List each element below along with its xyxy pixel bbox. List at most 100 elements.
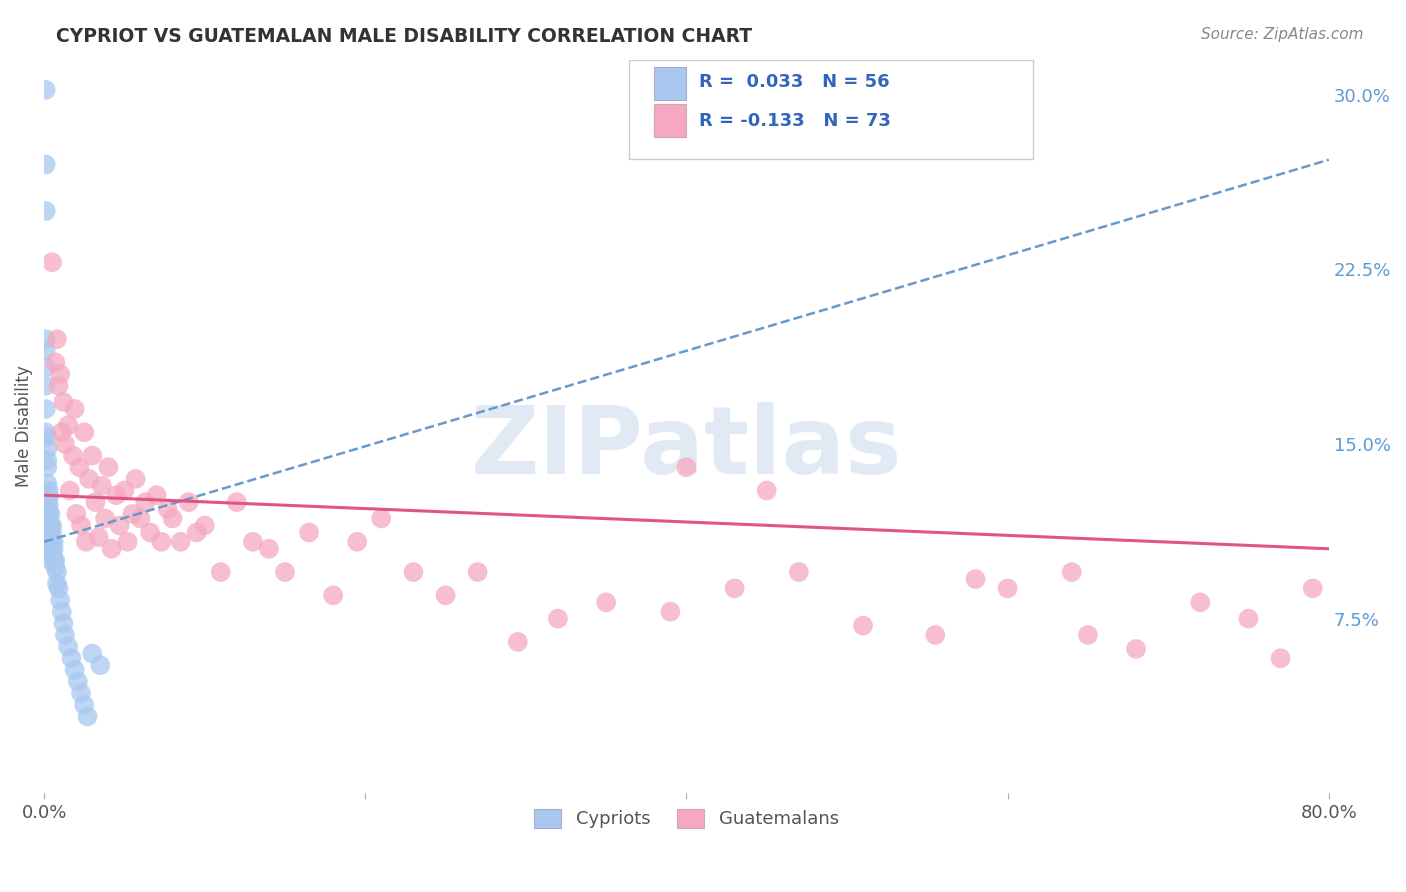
Point [675,460,697,475]
Point [70,518,93,533]
Point [186,525,208,540]
Point [42,541,65,556]
Text: R = -0.133   N = 73: R = -0.133 N = 73 [699,112,891,129]
Point [41,525,63,540]
Point [58,418,80,433]
Point [73,425,96,440]
Point [1189,595,1212,609]
Point [41,255,63,269]
Point [60,651,83,665]
Point [70,686,93,700]
Point [38,521,60,535]
Point [38,498,60,512]
Point [37,430,59,444]
Point [595,595,617,609]
Point [35,157,58,171]
Point [117,534,139,549]
Point [73,698,96,712]
Point [84,495,107,509]
Point [35,204,58,219]
Point [52,616,75,631]
Point [467,565,489,579]
Point [82,647,104,661]
Point [53,437,76,451]
Point [39,518,62,533]
Point [49,593,72,607]
Point [62,449,84,463]
Point [76,709,98,723]
Point [134,495,156,509]
Point [59,483,82,498]
Point [37,488,59,502]
Point [139,525,162,540]
Point [41,518,63,533]
Point [121,507,143,521]
Point [723,582,745,596]
Point [965,572,987,586]
Point [49,367,72,381]
Point [35,402,58,417]
Point [35,343,58,358]
Point [38,483,60,498]
Point [53,628,76,642]
Point [75,534,97,549]
Point [37,476,59,491]
Point [63,402,86,417]
Point [41,534,63,549]
Point [924,628,946,642]
Point [35,425,58,440]
Point [1270,651,1292,665]
Point [39,507,62,521]
Point [44,553,66,567]
Point [38,507,60,521]
Text: Source: ZipAtlas.com: Source: ZipAtlas.com [1201,27,1364,42]
Point [225,495,247,509]
Point [150,534,173,549]
Point [46,576,69,591]
Point [434,588,457,602]
Point [38,530,60,544]
Point [402,565,425,579]
Point [94,511,117,525]
Point [37,460,59,475]
Point [44,560,66,574]
Point [156,502,179,516]
Point [1060,565,1083,579]
Point [105,488,128,502]
Point [1237,612,1260,626]
Point [39,530,62,544]
Point [274,565,297,579]
Point [35,332,58,346]
Point [108,518,131,533]
Point [997,582,1019,596]
Point [97,460,120,475]
Point [42,553,65,567]
Point [37,511,59,525]
Point [41,546,63,560]
Point [1077,628,1099,642]
Point [1302,582,1324,596]
Point [370,511,392,525]
Point [63,663,86,677]
Bar [654,67,686,100]
Point [35,378,58,392]
Point [38,541,60,556]
Point [37,442,59,456]
Bar [654,103,686,136]
Point [37,523,59,537]
Point [46,332,69,346]
Text: R =  0.033   N = 56: R = 0.033 N = 56 [699,72,890,91]
Point [44,355,66,369]
Point [37,453,59,467]
Point [112,483,135,498]
Point [39,553,62,567]
Text: CYPRIOT VS GUATEMALAN MALE DISABILITY CORRELATION CHART: CYPRIOT VS GUATEMALAN MALE DISABILITY CO… [56,27,752,45]
Point [242,534,264,549]
Point [66,674,89,689]
Point [69,460,91,475]
Point [52,395,75,409]
Point [169,534,191,549]
Point [322,588,344,602]
Point [37,500,59,514]
Point [51,605,73,619]
